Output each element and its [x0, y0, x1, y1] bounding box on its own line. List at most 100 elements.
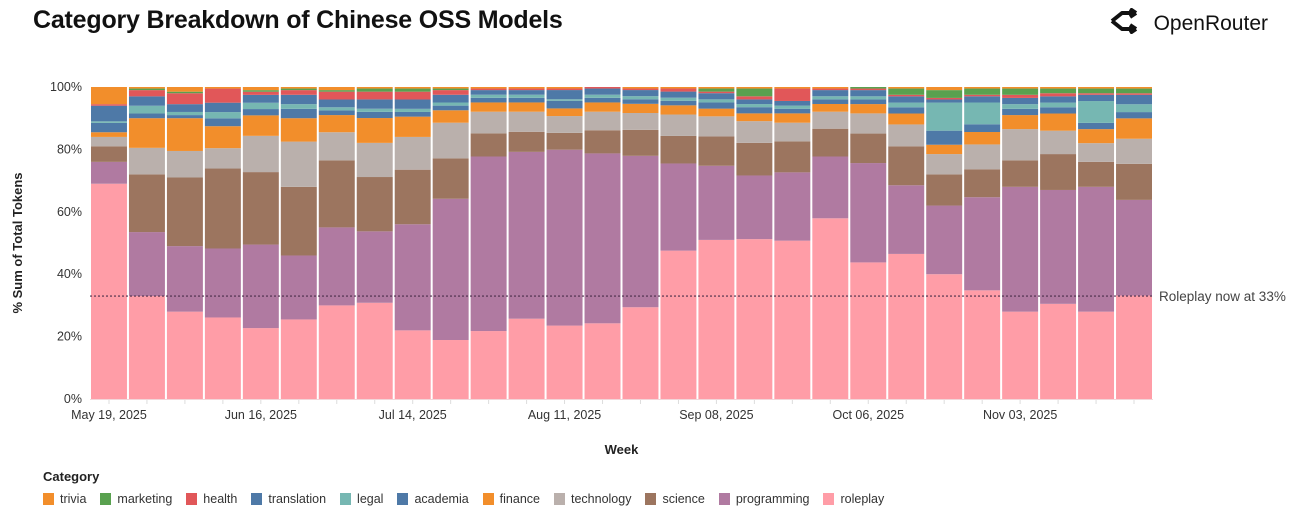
bar-segment-health	[356, 91, 393, 100]
bar-segment-programming	[204, 248, 241, 318]
bar-segment-programming	[242, 244, 279, 329]
bar-segment-translation	[660, 91, 697, 98]
bar-segment-roleplay	[166, 311, 203, 399]
bar-segment-technology	[812, 111, 849, 129]
bar-segment-science	[1002, 160, 1039, 187]
bar-segment-technology	[318, 132, 355, 161]
bar-segment-programming	[736, 175, 773, 240]
bar-segment-translation	[888, 96, 925, 103]
bar-segment-trivia	[394, 87, 431, 89]
bar-segment-roleplay	[774, 240, 811, 399]
bar-segment-academia	[1040, 107, 1077, 114]
x-tick-label: Oct 06, 2025	[832, 408, 904, 422]
bar-segment-marketing	[926, 90, 963, 98]
bar-segment-legal	[546, 99, 583, 101]
bar-stack-2025-08-18	[584, 87, 621, 399]
bar-segment-finance	[850, 104, 887, 114]
bar-segment-programming	[318, 227, 355, 306]
bar-segment-translation	[204, 102, 241, 113]
bar-segment-translation	[318, 99, 355, 108]
bar-segment-science	[584, 130, 621, 154]
legend-swatch	[100, 493, 112, 505]
bar-segment-marketing	[698, 88, 735, 92]
bar-stack-2025-10-27	[964, 87, 1001, 399]
bar-segment-technology	[242, 135, 279, 173]
bar-segment-roleplay	[280, 319, 317, 399]
bar-stack-2025-08-25	[622, 87, 659, 399]
legend-item-academia[interactable]: academia	[397, 492, 469, 506]
bar-segment-health	[888, 94, 925, 97]
bar-segment-finance	[242, 115, 279, 136]
y-tick-label: 80%	[57, 142, 82, 156]
bar-segment-roleplay	[812, 218, 849, 399]
legend-item-roleplay[interactable]: roleplay	[823, 492, 884, 506]
bar-segment-marketing	[1078, 88, 1115, 94]
bar-segment-science	[1040, 154, 1077, 190]
bar-segment-health	[774, 88, 811, 101]
bar-segment-trivia	[736, 87, 773, 89]
bar-segment-science	[850, 133, 887, 164]
bar-segment-science	[242, 172, 279, 245]
legend-item-marketing[interactable]: marketing	[100, 492, 172, 506]
chart-title: Category Breakdown of Chinese OSS Models	[33, 6, 563, 34]
legend-item-programming[interactable]: programming	[718, 492, 809, 506]
openrouter-logo-icon	[1110, 7, 1144, 39]
bar-segment-marketing	[394, 88, 431, 92]
bar-segment-academia	[470, 97, 507, 103]
bar-segment-programming	[91, 161, 127, 184]
bar-segment-finance	[812, 103, 849, 112]
bar-segment-trivia	[356, 87, 393, 89]
bar-segment-legal	[1116, 104, 1152, 113]
bar-segment-translation	[394, 99, 431, 109]
bar-segment-health	[280, 90, 317, 95]
bar-segment-trivia	[508, 87, 545, 89]
bar-segment-legal	[698, 99, 735, 103]
y-tick-label: 40%	[57, 267, 82, 281]
bar-segment-marketing	[1116, 88, 1152, 94]
bar-segment-marketing	[280, 88, 317, 91]
x-axis: May 19, 2025 Jun 16, 2025 Jul 14, 2025 Aug …	[71, 399, 1153, 422]
bar-segment-marketing	[1040, 88, 1077, 94]
legend-item-health[interactable]: health	[186, 492, 237, 506]
bar-segment-academia	[584, 97, 621, 103]
legend-item-technology[interactable]: technology	[553, 492, 631, 506]
bar-segment-legal	[736, 104, 773, 108]
legend-label: translation	[268, 492, 327, 506]
bar-segment-finance	[660, 105, 697, 115]
bar-segment-finance	[964, 132, 1001, 145]
bar-segment-academia	[812, 99, 849, 104]
bar-segment-roleplay	[318, 305, 355, 399]
bar-segment-legal	[204, 112, 241, 119]
bar-segment-legal	[432, 102, 469, 106]
bar-segment-academia	[1078, 122, 1115, 130]
bar-segment-roleplay	[432, 340, 469, 399]
legend-item-legal[interactable]: legal	[340, 492, 383, 506]
bar-segment-programming	[850, 163, 887, 263]
bar-segment-finance	[204, 126, 241, 149]
bar-segment-health	[242, 91, 279, 95]
bar-segment-technology	[774, 122, 811, 142]
bar-segment-finance	[1040, 113, 1077, 131]
bar-segment-legal	[888, 102, 925, 108]
bar-segment-roleplay	[1078, 311, 1115, 399]
legend-item-translation[interactable]: translation	[251, 492, 326, 506]
bar-segment-finance	[356, 118, 393, 143]
bar-segment-legal	[356, 108, 393, 112]
legend-label: finance	[499, 492, 540, 506]
bar-segment-marketing	[888, 88, 925, 95]
bar-segment-legal	[280, 104, 317, 109]
legend-item-science[interactable]: science	[645, 492, 705, 506]
bar-segment-finance	[622, 103, 659, 113]
bar-segment-health	[128, 90, 165, 97]
bar-segment-academia	[508, 97, 545, 103]
legend-item-trivia[interactable]: trivia	[43, 492, 86, 506]
bar-segment-technology	[1078, 143, 1115, 162]
bar-segment-legal	[926, 102, 963, 131]
legend-label: science	[662, 492, 705, 506]
legend-item-finance[interactable]: finance	[482, 492, 540, 506]
bar-segment-health	[964, 94, 1001, 97]
bar-segment-programming	[1078, 186, 1115, 312]
bar-segment-science	[356, 177, 393, 232]
bar-segment-marketing	[736, 88, 773, 97]
bar-stack-2025-07-07	[356, 87, 393, 399]
